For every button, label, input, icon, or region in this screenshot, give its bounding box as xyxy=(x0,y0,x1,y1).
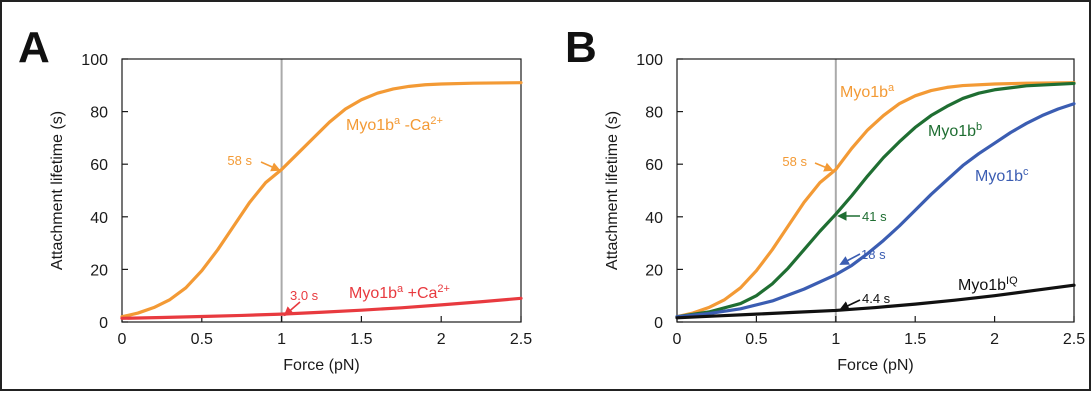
plot-frame xyxy=(676,58,1075,323)
series-label-superscript: a xyxy=(397,283,404,295)
x-tick-label: 1 xyxy=(831,331,840,348)
annotation-label: 18 s xyxy=(861,247,886,262)
y-tick-label: 60 xyxy=(645,157,663,174)
annotation-label: 58 s xyxy=(227,153,252,168)
y-tick-label: 40 xyxy=(645,210,663,227)
annotation-arrow xyxy=(260,161,281,172)
annotation-arrow xyxy=(839,299,861,311)
annotation-label: 58 s xyxy=(782,154,807,169)
series-label-suffix-superscript: 2+ xyxy=(430,115,443,127)
x-axis-title: Force (pN) xyxy=(837,357,913,374)
series-label-main: Myo1b xyxy=(349,285,397,302)
series-line xyxy=(120,81,523,319)
series-label-main: Myo1b xyxy=(840,84,888,101)
y-tick-label: 100 xyxy=(81,52,108,69)
y-axis-title: Attachment lifetime (s) xyxy=(604,111,621,270)
series-label: Myo1ba +Ca2+ xyxy=(349,283,450,302)
series-label-superscript: IQ xyxy=(1006,275,1018,287)
annotation-arrow xyxy=(814,162,834,172)
series-label: Myo1ba -Ca2+ xyxy=(346,115,443,134)
x-tick-label: 1 xyxy=(277,331,286,348)
series-label: Myo1ba xyxy=(840,82,895,101)
y-tick-label: 80 xyxy=(90,105,108,122)
y-tick-label: 100 xyxy=(636,52,663,69)
series-label: Myo1bc xyxy=(975,166,1029,185)
y-tick-label: 20 xyxy=(90,262,108,279)
x-tick-label: 1.5 xyxy=(350,331,372,348)
series-label-suffix-superscript: 2+ xyxy=(437,283,450,295)
x-tick-label: 2.5 xyxy=(1063,331,1085,348)
series-label-superscript: a xyxy=(394,115,401,127)
y-tick-label: 40 xyxy=(90,210,108,227)
series-line xyxy=(675,81,1076,319)
series-label: Myo1bb xyxy=(928,121,982,140)
x-axis-title: Force (pN) xyxy=(283,357,359,374)
annotation-arrow xyxy=(283,301,301,317)
y-tick-label: 0 xyxy=(99,315,108,332)
y-tick-label: 0 xyxy=(654,315,663,332)
series-line xyxy=(675,283,1076,320)
y-tick-label: 20 xyxy=(645,262,663,279)
series-line xyxy=(675,81,1076,319)
x-tick-label: 2 xyxy=(437,331,446,348)
series-label-superscript: a xyxy=(888,82,895,94)
series-label-suffix: +Ca xyxy=(403,285,437,302)
x-tick-label: 0 xyxy=(673,331,682,348)
panel-b: B 0 0.5 1 1.5 2 2.5 0 20 40 60 80 100 Force (pN) Attac… xyxy=(565,23,1085,374)
annotation-label: 4.4 s xyxy=(862,291,891,306)
annotation-arrow xyxy=(839,253,861,265)
series-label-superscript: b xyxy=(976,121,982,133)
annotation-label: 3.0 s xyxy=(290,288,319,303)
x-tick-label: 1.5 xyxy=(904,331,926,348)
x-tick-label: 2.5 xyxy=(510,331,532,348)
series-line xyxy=(675,102,1076,319)
x-tick-label: 0.5 xyxy=(745,331,767,348)
x-tick-label: 0 xyxy=(118,331,127,348)
plot-frame xyxy=(121,58,522,323)
y-tick-label: 60 xyxy=(90,157,108,174)
series-label-suffix: -Ca xyxy=(400,117,430,134)
panel-a: A 0 0.5 1 1.5 2 2.5 0 20 40 60 80 100 Force (pN) Attac… xyxy=(18,23,532,374)
x-tick-label: 0.5 xyxy=(191,331,213,348)
series-label-main: Myo1b xyxy=(975,168,1023,185)
panel-letter: B xyxy=(565,23,597,72)
annotation-label: 41 s xyxy=(862,209,887,224)
series-line xyxy=(120,296,523,320)
y-axis-title: Attachment lifetime (s) xyxy=(49,111,66,270)
series-label-main: Myo1b xyxy=(928,123,976,140)
panel-letter: A xyxy=(18,23,50,72)
series-label-main: Myo1b xyxy=(958,277,1006,294)
series-label-superscript: c xyxy=(1023,166,1029,178)
x-tick-label: 2 xyxy=(990,331,999,348)
series-label-main: Myo1b xyxy=(346,117,394,134)
y-tick-label: 80 xyxy=(645,105,663,122)
series-label: Myo1bIQ xyxy=(958,275,1018,294)
